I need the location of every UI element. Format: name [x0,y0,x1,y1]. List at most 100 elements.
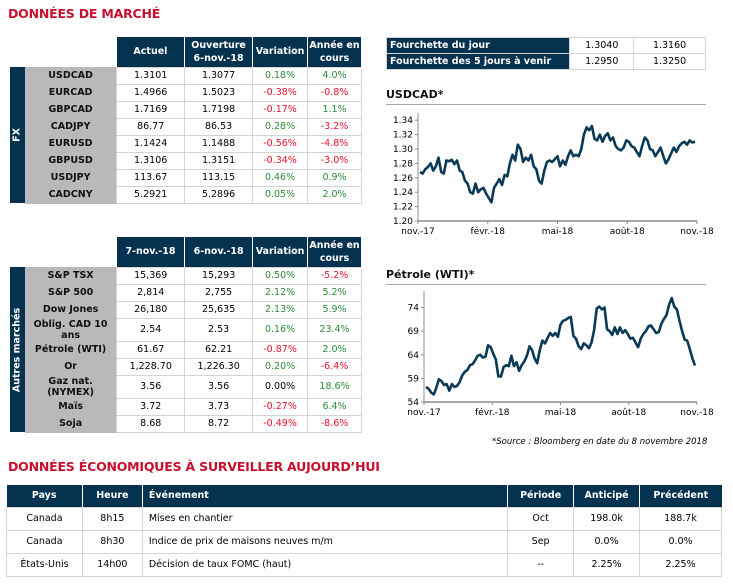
header-change: Variation [252,37,309,67]
instrument-name: Pétrole (WTI) [24,341,117,359]
y-tick-label: 69 [408,327,420,337]
market-data-title: DONNÉES DE MARCHÉ [8,6,161,21]
instrument-name: GBPUSD [24,152,117,170]
time: 14h00 [81,552,143,577]
series-line [419,124,696,204]
table-row: Dow Jones 26,180 25,635 2.13% 5.9% [10,300,362,319]
table-row: Canada 8h30 Indice de prix de maisons neuv… [6,529,722,554]
instrument-name: USDCAD [24,67,117,85]
usdcad-title-rule [386,104,706,105]
expected: 2.25% [573,552,641,577]
instrument-name: Or [24,358,117,376]
header-event: Événement [142,485,509,507]
table-row: Soja 8.68 8.72 -0.49% -8.6% [10,414,362,433]
range-label: Fourchette des 5 jours à venir [385,53,571,70]
y-tick-label: 1.34 [393,116,413,126]
event: Mises en chantier [141,506,509,531]
source-note: *Source : Bloomberg en date du 8 novembr… [492,437,708,447]
instrument-name: S&P TSX [24,267,117,285]
table-row: Canada 8h15 Mises en chantier Oct 198.0k 188.… [6,506,722,531]
range-table: Fourchette du jour 1.3040 1.3160 Fourche… [385,37,706,70]
header-change: Variation [252,237,309,267]
other-markets-table: 7-nov.-18 6-nov.-18 Variation Année en co… [10,237,362,433]
table-row: USDJPY 113.67 113.15 0.46% 0.9% [10,168,362,187]
range-row: Fourchette des 5 jours à venir 1.2950 1.… [385,53,706,70]
change-value: -0.49% [252,414,309,433]
y-tick-label: 1.32 [393,131,413,141]
previous: 0.0% [639,529,722,554]
y-tick-label: 1.30 [393,145,413,155]
x-tick-label: nov.-18 [680,408,714,418]
table-row: S&P 500 2,814 2,755 2.12% 5.2% [10,283,362,302]
previous: 2.25% [639,552,722,577]
ytd-value: 6.4% [307,397,362,416]
instrument-name: Oblig. CAD 10 ans [24,318,117,342]
x-tick-label: août-18 [610,227,645,237]
table-row: Oblig. CAD 10 ans 2.54 2.53 0.16% 23.4% [10,317,362,342]
ytd-value: -6.4% [307,357,362,376]
table-row: EURCAD 1.4966 1.5023 -0.38% -0.8% [10,83,362,102]
table-row: Autres marchés S&P TSX 15,369 15,293 0.50% -5… [10,266,362,432]
expected: 0.0% [573,529,641,554]
period: Oct [507,506,575,531]
instrument-name: Gaz nat. (NYMEX) [24,375,117,399]
current-value: 2.54 [116,317,186,342]
x-tick-label: août-18 [611,408,646,418]
x-tick-label: févr.-18 [475,407,510,418]
header-expected: Anticipé [573,485,641,507]
header-ytd-line1: Année en [309,239,360,251]
instrument-name: Soja [24,415,117,433]
header-previous: Précédent [653,490,709,502]
time: 8h15 [81,506,143,531]
expected: 198.0k [573,506,641,531]
wti-title-rule [386,284,706,285]
header-ytd-line2: cours [319,252,350,264]
x-tick-label: nov.-17 [407,408,440,418]
y-tick-label: 1.28 [393,159,413,169]
range-row: Fourchette du jour 1.3040 1.3160 [385,37,706,54]
header-open: Ouverture 6-nov.-18 [184,37,254,67]
header-open-label: Ouverture [191,39,246,51]
table-row: Or 1,228.70 1,226.30 0.20% -6.4% [10,357,362,376]
header-previous: 6-nov.-18 [184,237,254,267]
ytd-value: -8.6% [307,414,362,433]
instrument-name: S&P 500 [24,284,117,302]
range-high: 1.3250 [633,53,706,70]
previous: 188.7k [639,506,722,531]
series-line [425,296,697,396]
header-open-date: 6-nov.-18 [193,52,244,64]
instrument-name: Dow Jones [24,301,117,319]
header-ytd: Année en cours [307,37,362,67]
side-label-bar: Autres marchés [10,267,25,432]
econ-table: Pays Heure Événement Période Anticipé Pr… [6,485,722,577]
header-country: Pays [6,485,83,507]
x-tick-label: mai-18 [542,227,574,237]
open-value: 3.56 [184,374,254,399]
instrument-name: CADCNY [24,186,117,204]
x-tick-label: févr.-18 [471,226,506,237]
header-ytd: Année en cours [307,237,362,267]
y-tick-label: 1.24 [393,188,413,198]
table-row: CADCNY 5.2921 5.2896 0.05% 2.0% [10,185,362,204]
ytd-value: 18.6% [307,374,362,399]
econ-title: DONNÉES ÉCONOMIQUES À SURVEILLER AUJOURD… [8,459,380,474]
header-time: Heure [82,485,143,507]
event: Indice de prix de maisons neuves m/m [141,529,509,554]
instrument-name: CADJPY [24,118,117,136]
wti-chart-title: Pétrole (WTI)* [386,268,475,281]
table-row: EURUSD 1.1424 1.1488 -0.56% -4.8% [10,134,362,153]
event: Décision de taux FOMC (haut) [141,552,509,577]
y-tick-label: 54 [408,398,420,408]
side-label-bar: FX [10,67,25,203]
table-row: États-Unis 14h00 Décision de taux FOMC (ha… [6,552,722,577]
instrument-name: GBPCAD [24,101,117,119]
y-tick-label: 1.20 [393,217,413,227]
y-tick-label: 59 [408,374,420,384]
x-tick-label: mai-18 [545,408,577,418]
time: 8h30 [81,529,143,554]
usdcad-chart-title: USDCAD* [386,88,444,101]
y-tick-label: 1.26 [393,174,413,184]
x-tick-label: nov.-17 [401,227,434,237]
instrument-name: Maïs [24,398,117,416]
